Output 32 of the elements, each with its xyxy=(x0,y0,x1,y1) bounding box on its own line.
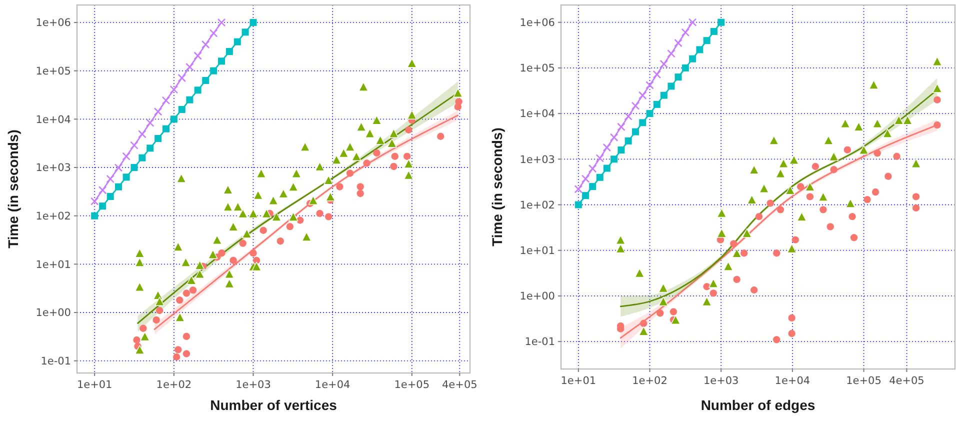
x-tick-label: 1e+03 xyxy=(703,375,739,387)
x-tick-label: 1e+01 xyxy=(76,379,112,391)
y-tick-label: 1e+00 xyxy=(520,290,555,303)
y-axis-title: Time (in seconds) xyxy=(4,130,21,248)
y-tick-label: 1e+01 xyxy=(36,258,71,271)
y-tick-label: 1e-01 xyxy=(40,356,71,368)
x-tick-label: 4e+05 xyxy=(889,375,924,387)
y-tick-label: 1e+05 xyxy=(520,62,555,75)
y-tick-label: 1e+04 xyxy=(520,108,556,120)
x-tick-label: 1e+02 xyxy=(632,375,668,387)
y-tick-label: 1e+01 xyxy=(520,245,555,258)
y-tick-label: 1e+02 xyxy=(36,210,71,222)
y-tick-label: 1e+05 xyxy=(36,65,71,78)
x-tick-label: 1e+05 xyxy=(394,379,430,391)
x-tick-label: 1e+05 xyxy=(846,375,882,387)
y-tick-label: 1e+00 xyxy=(36,307,71,320)
x-tick-label: 1e+02 xyxy=(156,379,192,391)
y-axis-title: Time (in seconds) xyxy=(488,128,505,246)
x-tick-label: 1e+04 xyxy=(314,379,351,391)
x-tick-label: 1e+03 xyxy=(236,379,271,391)
y-tick-label: 1e+04 xyxy=(36,114,72,126)
y-tick-label: 1e+02 xyxy=(520,199,555,212)
y-tick-label: 1e+03 xyxy=(520,154,555,166)
y-tick-label: 1e+03 xyxy=(36,162,71,174)
x-axis-title: Number of vertices xyxy=(210,397,338,413)
y-tick-label: 1e+06 xyxy=(520,17,556,30)
x-tick-label: 4e+05 xyxy=(442,379,478,391)
x-tick-label: 1e+01 xyxy=(560,375,596,387)
x-axis-title: Number of edges xyxy=(700,397,816,413)
y-tick-label: 1e+06 xyxy=(36,17,72,30)
y-tick-label: 1e-01 xyxy=(524,336,555,348)
x-tick-label: 1e+04 xyxy=(774,375,810,387)
